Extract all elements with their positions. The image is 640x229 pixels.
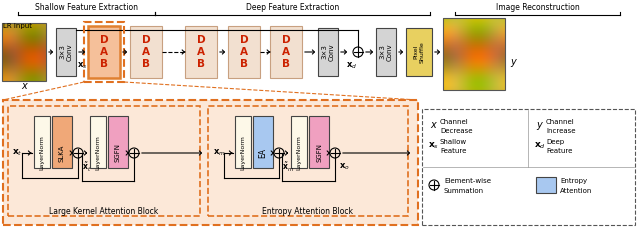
Text: Large Kernel Attention Block: Large Kernel Attention Block [49,207,159,215]
Text: y: y [510,57,516,67]
Bar [108,116,128,168]
Bar [443,18,505,90]
Bar [536,177,556,193]
Text: Deep: Deep [546,139,564,145]
Text: $\mathbf{x}_d$: $\mathbf{x}_d$ [346,61,358,71]
Text: LayerNorm: LayerNorm [40,136,45,170]
Bar [84,22,124,82]
Text: LayerNorm: LayerNorm [296,136,301,170]
Bar [34,116,50,168]
Text: $\tilde{\mathbf{x}}_t$: $\tilde{\mathbf{x}}_t$ [82,161,92,174]
Text: Channel: Channel [546,119,575,125]
Bar [270,26,302,78]
Text: 3×3
Conv: 3×3 Conv [321,43,335,61]
Text: $\mathbf{x}_o$: $\mathbf{x}_o$ [339,162,350,172]
Bar [376,28,396,76]
Text: Decrease: Decrease [440,128,472,134]
Text: D
A
B: D A B [141,35,150,69]
Text: EA: EA [259,148,268,158]
Bar [318,28,338,76]
Text: Entropy: Entropy [560,178,587,184]
Text: SGFN: SGFN [115,144,121,163]
Bar [90,116,106,168]
Bar [185,26,217,78]
Text: SGFN: SGFN [316,144,322,163]
Text: SLKA: SLKA [59,144,65,162]
Bar [406,28,432,76]
Text: x: x [430,120,436,130]
Bar [8,106,200,216]
Text: $\mathbf{x}_t$: $\mathbf{x}_t$ [12,148,22,158]
Bar [208,106,408,216]
Bar [291,116,307,168]
Text: 3×3
Conv: 3×3 Conv [60,43,72,61]
Bar [2,23,46,81]
Text: x: x [21,81,27,91]
Text: D
A
B: D A B [240,35,248,69]
Text: Shallow Feature Extraction: Shallow Feature Extraction [35,3,138,13]
Text: Deep Feature Extraction: Deep Feature Extraction [246,3,339,13]
Text: Entropy Attention Block: Entropy Attention Block [262,207,353,215]
Text: LayerNorm: LayerNorm [95,136,100,170]
Text: Feature: Feature [546,148,572,154]
Text: Pixel
Shuffle: Pixel Shuffle [413,41,424,63]
Text: Shallow: Shallow [440,139,467,145]
Text: Attention: Attention [560,188,593,194]
Text: D
A
B: D A B [282,35,291,69]
Text: $\mathbf{x}_s$: $\mathbf{x}_s$ [77,61,87,71]
Text: Image Reconstruction: Image Reconstruction [495,3,579,13]
Text: 3×3
Conv: 3×3 Conv [380,43,392,61]
Text: LR Input: LR Input [3,23,32,29]
Text: LayerNorm: LayerNorm [241,136,246,170]
Text: D
A
B: D A B [196,35,205,69]
Bar [309,116,329,168]
Text: $\tilde{\mathbf{x}}_m$: $\tilde{\mathbf{x}}_m$ [282,161,294,174]
Bar [52,116,72,168]
Text: Element-wise: Element-wise [444,178,491,184]
Bar [253,116,273,168]
Bar [228,26,260,78]
Text: Channel: Channel [440,119,468,125]
Text: D
A
B: D A B [100,35,108,69]
Text: $\mathbf{x}_m$: $\mathbf{x}_m$ [213,148,226,158]
Bar [422,109,635,225]
Bar [56,28,76,76]
Text: $\mathbf{x}_s$: $\mathbf{x}_s$ [428,141,439,151]
Text: Increase: Increase [546,128,575,134]
Bar [130,26,162,78]
Bar [3,100,418,225]
Text: Feature: Feature [440,148,467,154]
Bar [88,26,120,78]
Bar [235,116,251,168]
Text: y: y [536,120,541,130]
Text: Summation: Summation [444,188,484,194]
Text: $\mathbf{x}_d$: $\mathbf{x}_d$ [534,141,546,151]
